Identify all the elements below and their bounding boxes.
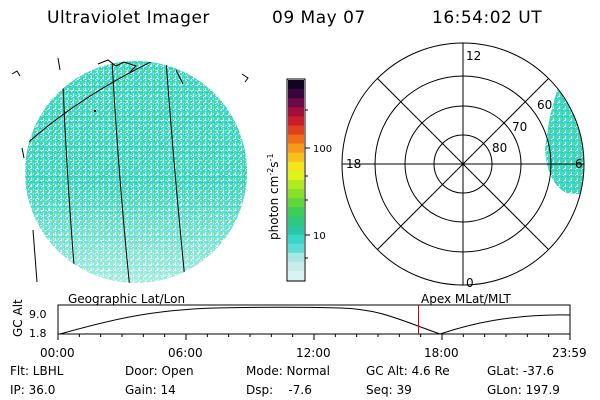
image-graticule [25, 61, 187, 283]
instrument-title: Ultraviolet Imager [47, 8, 210, 28]
mlt-label-dusk: 18 [346, 157, 361, 171]
color-bar-segment [288, 89, 304, 99]
color-bar-tick-label: 10 [313, 231, 326, 242]
mlt-label-midnight: 0 [466, 276, 474, 290]
info-glat: GLat: -37.6 [487, 364, 554, 378]
color-bar-segment [288, 180, 304, 190]
color-bar-segment [288, 143, 304, 154]
info-mode: Mode: Normal [246, 364, 330, 378]
info-gc-alt: GC Alt: 4.6 Re [366, 364, 450, 378]
color-bar-frame [286, 78, 306, 282]
timeline-ylabel: GC Alt [11, 299, 25, 337]
polar-axis-diagonal [377, 78, 549, 250]
timeline-xtick: 00:00 [40, 346, 75, 360]
color-bar-segment [288, 161, 304, 172]
graticule-line [32, 229, 38, 283]
timeline-frame [57, 304, 571, 335]
geographic-image [11, 57, 249, 283]
auroral-oval [545, 82, 584, 196]
timeline-xtick: 06:00 [168, 346, 203, 360]
date-label: 09 May 07 [272, 8, 366, 28]
lat-label-60: 60 [537, 98, 552, 112]
color-bar-segment [288, 189, 304, 199]
graticule-line [175, 69, 184, 85]
graticule-line [21, 147, 25, 159]
timeline-ytick: 9.0 [29, 308, 47, 321]
color-bar-segment [288, 152, 304, 163]
info-ip: IP: 36.0 [10, 383, 56, 397]
coastline [97, 59, 137, 73]
color-bar-segment [288, 270, 304, 281]
color-bar-segment [288, 116, 304, 127]
timeline-left-title: Geographic Lat/Lon [68, 292, 185, 306]
info-seq: Seq: 39 [366, 383, 412, 397]
image-graticule-outer [21, 57, 184, 283]
time-label: 16:54:02 UT [432, 8, 543, 28]
polar-plot: 12 18 6 0 60 70 80 [341, 42, 585, 290]
color-bar-segment [288, 125, 304, 136]
lat-label-70: 70 [512, 120, 527, 134]
mlt-label-noon: 12 [466, 49, 481, 63]
orbit-timeline: Geographic Lat/Lon Apex MLat/MLT GC Alt … [11, 292, 587, 360]
color-bar-segment [288, 98, 304, 108]
color-bar-segment [288, 198, 304, 208]
graticule-line [165, 61, 187, 283]
color-bar-segment [288, 134, 304, 145]
graticule-line [57, 57, 61, 71]
color-bar-segment [288, 234, 304, 245]
mlt-label-dawn: 6 [575, 157, 583, 171]
location-marker [94, 110, 96, 112]
color-bar-segment [288, 216, 304, 227]
info-gain: Gain: 14 [125, 383, 176, 397]
color-bar-segment [288, 243, 304, 254]
color-bar-segment [288, 80, 304, 90]
graticule-line [111, 61, 131, 283]
info-filter: Flt: LBHL [10, 364, 64, 378]
color-bar-segment [288, 252, 304, 263]
info-dsp: Dsp: -7.6 [246, 383, 312, 397]
timeline-xtick: 12:00 [296, 346, 331, 360]
color-bar-segment [288, 107, 304, 117]
timeline-xtick: 18:00 [424, 346, 459, 360]
timeline-ytick: 1.8 [29, 327, 47, 340]
color-bar-tick-label: 100 [313, 144, 332, 155]
color-bar-label: photon cm-2s-1 [266, 153, 281, 240]
info-glon: GLon: 197.9 [487, 383, 560, 397]
altitude-curve [59, 306, 571, 335]
color-bar-segment [288, 170, 304, 181]
color-bar-segment [288, 225, 304, 236]
timeline-right-title: Apex MLat/MLT [421, 292, 511, 306]
info-door: Door: Open [125, 364, 194, 378]
color-bar: 100 10 photon cm-2s-1 [266, 78, 332, 282]
coastline-fragment [11, 70, 249, 83]
graticule-line [25, 61, 166, 149]
lat-label-80: 80 [492, 141, 507, 155]
timeline-xtick: 23:59 [552, 346, 587, 360]
color-bar-segment [288, 207, 304, 217]
color-bar-segment [288, 261, 304, 272]
